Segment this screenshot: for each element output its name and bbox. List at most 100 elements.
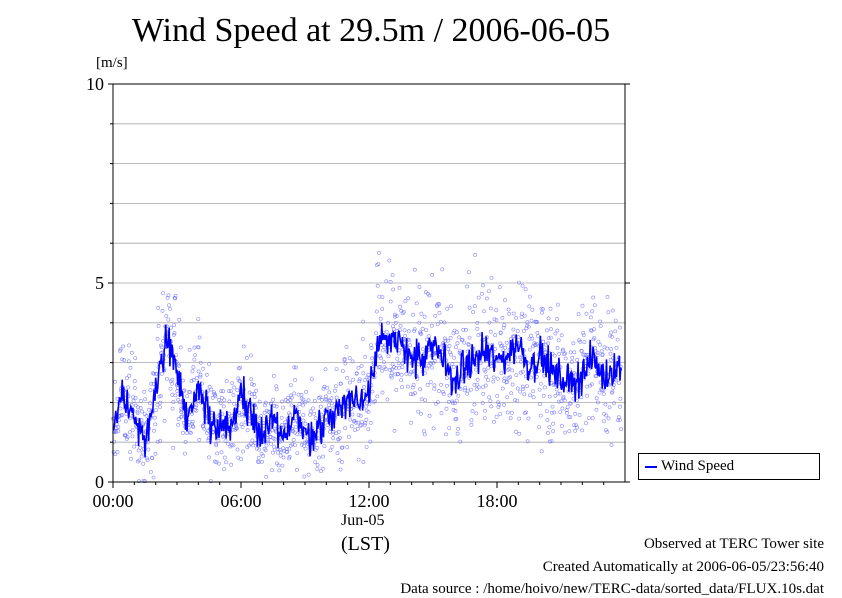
raw-sample-point <box>374 309 379 314</box>
raw-sample-point <box>369 346 374 350</box>
raw-sample-point <box>291 437 296 442</box>
raw-sample-point <box>362 384 366 389</box>
raw-sample-point <box>356 365 361 370</box>
raw-sample-point <box>140 409 144 414</box>
footer-source: Data source : /home/hoivo/new/TERC-data/… <box>400 581 824 597</box>
raw-sample-point <box>588 315 593 320</box>
raw-sample-point <box>329 396 334 401</box>
raw-sample-point <box>473 253 478 257</box>
raw-sample-point <box>168 386 173 391</box>
raw-sample-point <box>239 457 244 462</box>
raw-sample-point <box>549 327 553 332</box>
raw-sample-point <box>406 329 411 334</box>
raw-sample-point <box>418 331 423 336</box>
raw-sample-point <box>331 429 336 434</box>
raw-sample-point <box>152 415 157 420</box>
raw-sample-point <box>546 341 551 346</box>
raw-sample-point <box>538 413 543 418</box>
raw-sample-point <box>509 410 514 415</box>
raw-sample-point <box>528 393 533 398</box>
raw-sample-point <box>441 391 446 396</box>
raw-sample-point <box>397 285 402 290</box>
raw-sample-point <box>237 413 242 418</box>
raw-sample-point <box>576 312 581 317</box>
raw-sample-point <box>208 479 213 484</box>
raw-sample-point <box>172 295 177 300</box>
raw-sample-point <box>340 460 344 464</box>
raw-sample-point <box>618 404 622 409</box>
raw-sample-point <box>400 311 405 316</box>
raw-sample-point <box>541 307 545 312</box>
raw-sample-point <box>453 345 458 350</box>
raw-sample-point <box>170 381 175 386</box>
raw-sample-point <box>159 371 164 376</box>
raw-sample-point <box>475 320 480 325</box>
raw-sample-point <box>435 322 440 327</box>
raw-sample-point <box>389 375 394 380</box>
raw-sample-point <box>411 312 416 317</box>
raw-sample-point <box>475 377 480 382</box>
raw-sample-point <box>166 303 171 308</box>
raw-sample-point <box>158 439 163 443</box>
raw-sample-point <box>118 347 123 352</box>
raw-sample-point <box>122 358 127 362</box>
raw-sample-point <box>527 304 532 309</box>
raw-sample-point <box>417 285 422 289</box>
raw-sample-point <box>437 389 441 393</box>
raw-sample-point <box>357 379 362 384</box>
raw-sample-point <box>521 387 526 391</box>
raw-sample-point <box>207 455 211 460</box>
raw-sample-point <box>190 369 195 374</box>
raw-sample-point <box>113 428 118 433</box>
raw-sample-point <box>155 336 160 341</box>
raw-sample-point <box>323 394 328 399</box>
raw-sample-point <box>366 427 371 432</box>
raw-sample-point <box>492 419 496 424</box>
raw-sample-point <box>602 392 606 396</box>
raw-sample-point <box>292 391 297 396</box>
raw-sample-point <box>419 311 424 316</box>
raw-sample-point <box>197 437 202 442</box>
raw-sample-point <box>433 313 438 318</box>
raw-sample-point <box>334 395 339 400</box>
raw-sample-point <box>293 425 298 430</box>
raw-sample-point <box>354 371 359 376</box>
raw-sample-point <box>124 419 128 424</box>
raw-sample-point <box>445 338 450 343</box>
raw-sample-point <box>466 343 471 347</box>
raw-sample-point <box>494 308 499 313</box>
raw-sample-point <box>359 364 364 368</box>
raw-sample-point <box>343 361 348 366</box>
raw-sample-point <box>340 369 345 374</box>
raw-sample-point <box>447 426 452 431</box>
raw-sample-point <box>584 311 589 316</box>
raw-sample-point <box>525 384 529 389</box>
raw-sample-point <box>566 414 571 419</box>
raw-sample-point <box>364 445 369 450</box>
legend-swatch <box>645 466 657 468</box>
raw-sample-point <box>448 350 452 355</box>
raw-sample-point <box>327 429 332 434</box>
raw-sample-point <box>500 343 505 348</box>
raw-sample-point <box>472 402 477 407</box>
raw-sample-point <box>144 413 149 418</box>
raw-sample-point <box>424 337 429 342</box>
raw-sample-point <box>423 290 428 295</box>
raw-sample-point <box>219 395 224 400</box>
raw-sample-point <box>521 329 526 333</box>
raw-sample-point <box>266 409 271 414</box>
raw-sample-point <box>515 398 520 403</box>
raw-sample-point <box>357 377 362 382</box>
raw-sample-point <box>153 422 158 427</box>
raw-sample-point <box>525 320 530 325</box>
raw-sample-point <box>541 393 546 398</box>
raw-sample-point <box>277 468 282 473</box>
raw-sample-point <box>457 350 462 355</box>
raw-sample-point <box>363 354 368 359</box>
raw-sample-point <box>514 429 518 434</box>
raw-sample-point <box>387 258 392 263</box>
raw-sample-point <box>272 403 277 408</box>
raw-sample-point <box>334 367 339 372</box>
raw-sample-point <box>556 391 560 396</box>
raw-sample-point <box>611 308 615 313</box>
